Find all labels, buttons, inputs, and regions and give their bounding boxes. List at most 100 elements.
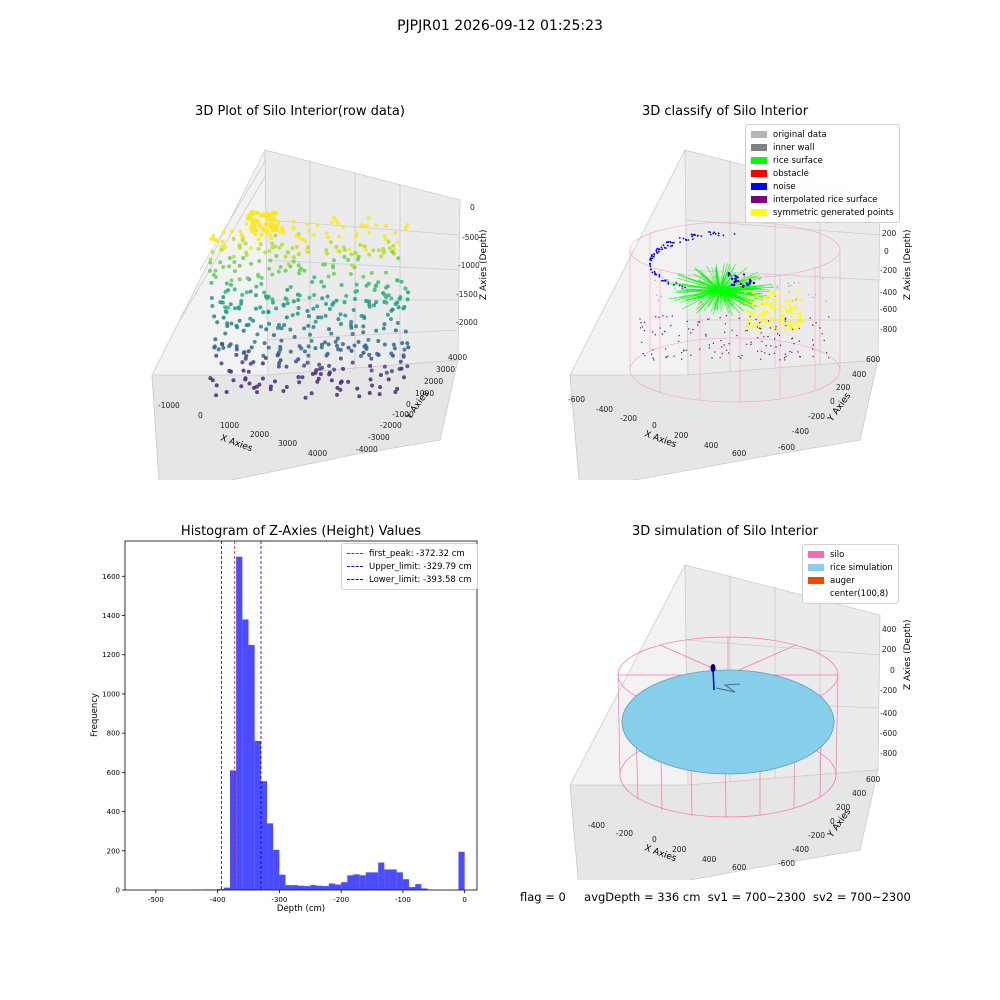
data-point bbox=[315, 223, 320, 228]
data-point bbox=[216, 347, 221, 352]
data-point bbox=[349, 319, 354, 324]
raw-3d-axes bbox=[151, 149, 461, 480]
data-point bbox=[268, 384, 273, 389]
noise-point bbox=[671, 244, 674, 247]
legend-label: symmetric generated points bbox=[773, 207, 894, 218]
interpolated-point bbox=[769, 345, 772, 347]
original-point bbox=[729, 274, 731, 277]
interpolated-point bbox=[658, 316, 660, 318]
data-point bbox=[280, 242, 285, 247]
data-point bbox=[290, 246, 295, 251]
status-avg-depth: avgDepth = 336 cm bbox=[584, 890, 701, 904]
data-point bbox=[256, 246, 261, 251]
interpolated-point bbox=[748, 323, 751, 325]
legend-label: noise bbox=[773, 181, 796, 192]
data-point bbox=[244, 354, 249, 359]
histogram-bar bbox=[458, 851, 465, 890]
interpolated-point bbox=[740, 357, 742, 359]
rice-surface-point bbox=[697, 279, 721, 291]
data-point bbox=[326, 274, 331, 279]
data-point bbox=[399, 279, 404, 284]
interpolated-point bbox=[721, 352, 723, 355]
interpolated-point bbox=[666, 316, 668, 318]
data-point bbox=[374, 328, 379, 333]
data-point bbox=[215, 320, 220, 325]
data-point bbox=[349, 252, 354, 257]
rice-surface-point bbox=[710, 289, 721, 312]
data-point bbox=[355, 289, 360, 294]
data-point bbox=[231, 236, 236, 241]
rice-surface bbox=[621, 669, 835, 775]
rice-surface-point bbox=[719, 268, 734, 291]
data-point bbox=[300, 375, 305, 380]
raw-y-tick: 4000 bbox=[448, 353, 467, 362]
data-point bbox=[335, 392, 340, 397]
original-point bbox=[754, 292, 757, 295]
symmetric-point bbox=[768, 294, 772, 298]
symmetric-point bbox=[772, 291, 775, 295]
interpolated-point bbox=[821, 333, 823, 335]
data-point bbox=[296, 375, 301, 380]
data-point bbox=[242, 350, 247, 355]
rice-surface-point bbox=[719, 289, 722, 312]
legend-item: first_peak: -372.32 cm bbox=[347, 547, 472, 560]
data-point bbox=[305, 308, 310, 313]
data-point bbox=[251, 385, 256, 390]
data-point bbox=[355, 257, 360, 262]
legend-swatch bbox=[751, 170, 767, 177]
data-point bbox=[266, 309, 271, 314]
data-point bbox=[248, 361, 253, 366]
classify-z-label: Z Axies (Depth) bbox=[903, 229, 913, 300]
data-point bbox=[281, 302, 286, 307]
data-point bbox=[402, 347, 407, 352]
data-point bbox=[392, 346, 397, 351]
data-point bbox=[267, 321, 272, 326]
data-point bbox=[311, 324, 316, 329]
interpolated-point bbox=[681, 358, 683, 360]
status-line: flag = 0 avgDepth = 336 cm sv1 = 700~230… bbox=[520, 890, 911, 904]
data-point bbox=[252, 227, 258, 233]
raw-z-tick: -1000 bbox=[458, 261, 480, 270]
interpolated-point bbox=[763, 336, 765, 338]
interpolated-point bbox=[769, 327, 772, 329]
noise-point bbox=[685, 239, 688, 242]
noise-point bbox=[660, 246, 663, 249]
raw-x-tick: -1000 bbox=[158, 401, 180, 410]
interpolated-point bbox=[798, 340, 800, 342]
interpolated-point bbox=[765, 344, 767, 347]
rice-surface-point bbox=[719, 289, 744, 312]
rice-surface-point bbox=[668, 289, 721, 300]
interpolated-point bbox=[720, 339, 722, 342]
data-point bbox=[241, 368, 246, 373]
histogram-bar bbox=[365, 872, 373, 890]
data-point bbox=[307, 332, 312, 337]
legend-item: rice simulation bbox=[808, 561, 893, 574]
symmetric-point bbox=[770, 315, 773, 319]
data-point bbox=[355, 386, 360, 391]
symmetric-point bbox=[775, 307, 778, 311]
data-point bbox=[340, 342, 345, 347]
original-point bbox=[789, 284, 792, 287]
data-point bbox=[405, 297, 410, 302]
symmetric-point bbox=[789, 321, 793, 325]
data-point bbox=[291, 225, 296, 230]
data-point bbox=[302, 326, 307, 331]
data-point bbox=[227, 344, 232, 349]
auger bbox=[710, 664, 741, 693]
data-point bbox=[361, 350, 366, 355]
data-point bbox=[325, 235, 330, 240]
interpolated-point bbox=[793, 343, 795, 345]
data-point bbox=[324, 251, 329, 256]
data-point bbox=[343, 313, 348, 318]
data-point bbox=[219, 244, 224, 249]
data-point bbox=[389, 369, 394, 374]
data-point bbox=[395, 278, 400, 283]
symmetric-point bbox=[797, 320, 801, 324]
original-point bbox=[787, 282, 790, 285]
rice-surface-point bbox=[719, 284, 772, 291]
noise-point bbox=[654, 273, 656, 276]
data-point bbox=[369, 270, 374, 275]
data-point bbox=[318, 372, 323, 377]
data-point bbox=[333, 339, 338, 344]
symmetric-point bbox=[772, 298, 776, 302]
